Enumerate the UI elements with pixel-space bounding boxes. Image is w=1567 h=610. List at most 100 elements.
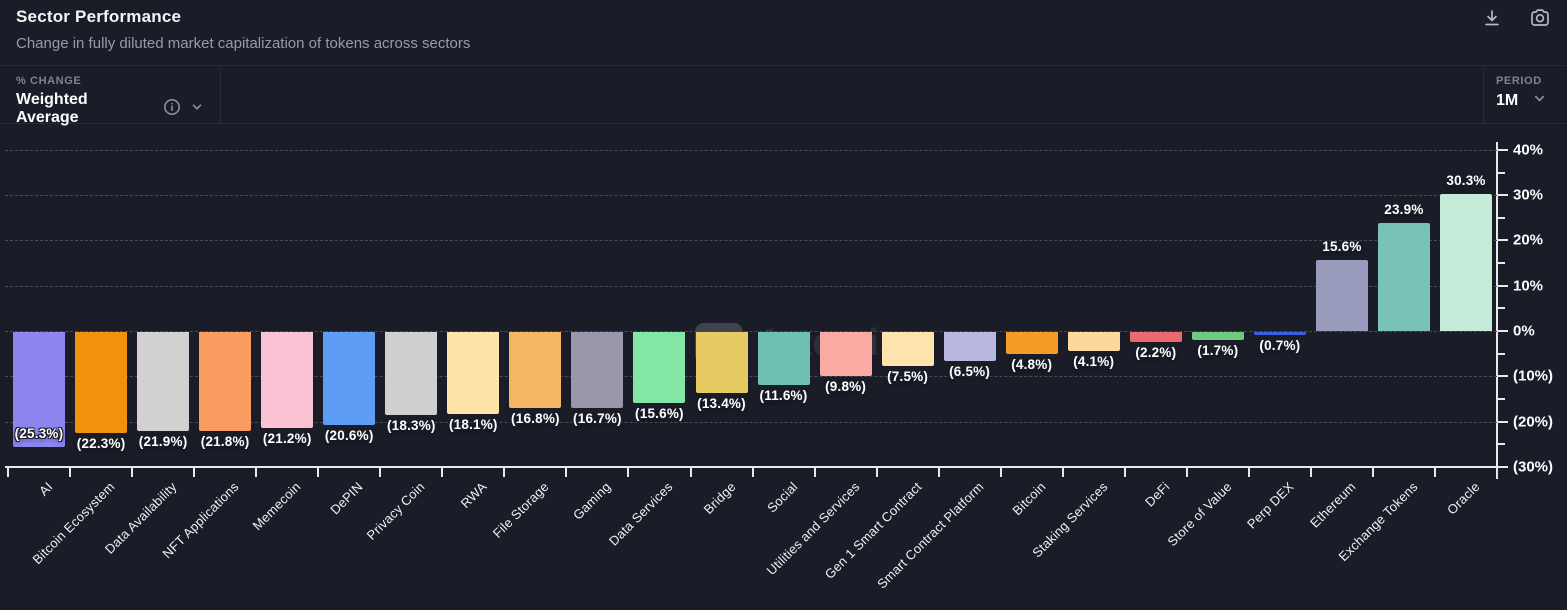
chevron-down-icon [190, 100, 204, 119]
bar-staking-services[interactable] [1067, 332, 1120, 351]
bar-bitcoin-ecosystem[interactable] [75, 332, 128, 433]
x-axis-tick [255, 468, 258, 477]
y-axis-minor-tick [1498, 171, 1505, 174]
bar-social[interactable] [757, 332, 810, 385]
y-axis-minor-tick [1498, 216, 1505, 219]
x-axis-label: RWA [457, 479, 490, 511]
x-axis-label: Privacy Coin [363, 479, 428, 543]
y-axis-tick-label: 30% [1513, 186, 1544, 204]
bar-value-label: (2.2%) [1135, 345, 1177, 360]
metric-dropdown-label: % CHANGE [16, 75, 82, 87]
gridline [5, 240, 1497, 242]
bar-privacy-coin[interactable] [385, 332, 438, 415]
bar-utilities-and-services[interactable] [819, 332, 872, 377]
header-actions [1479, 6, 1553, 32]
bar-store-of-value[interactable] [1191, 332, 1244, 340]
bar-value-label: (18.1%) [448, 417, 498, 432]
page-subtitle: Change in fully diluted market capitaliz… [16, 35, 471, 52]
y-axis-tick-label: 20% [1513, 231, 1544, 249]
x-axis-tick [1496, 468, 1498, 477]
y-axis-minor-tick [1498, 352, 1505, 355]
bar-gaming[interactable] [571, 332, 624, 408]
bar-chart: Artemis 40%30%20%10%0%(10%)(20%)(30%)(25… [0, 124, 1567, 610]
y-axis-tick-label: 40% [1513, 141, 1544, 159]
bar-defi[interactable] [1129, 332, 1182, 342]
y-axis-minor-tick [1498, 443, 1505, 446]
bar-bitcoin[interactable] [1005, 332, 1058, 354]
x-axis-label: Smart Contract Platform [873, 479, 987, 592]
bar-value-label: (4.8%) [1011, 356, 1053, 372]
y-axis-line [1496, 142, 1498, 479]
x-axis-label: Data Services [606, 479, 676, 549]
x-axis-tick [1247, 468, 1250, 477]
x-axis-tick [813, 468, 816, 477]
gridline [5, 285, 1497, 287]
y-axis-tick [1498, 239, 1508, 242]
x-axis-tick [69, 468, 71, 477]
bar-smart-contract-platform[interactable] [943, 332, 996, 362]
camera-icon [1529, 7, 1551, 32]
panel-header: Sector Performance Change in fully dilut… [0, 0, 1567, 66]
y-axis-minor-tick [1498, 397, 1505, 400]
metric-dropdown[interactable]: % CHANGE Weighted Average [0, 66, 221, 126]
bar-bridge[interactable] [695, 332, 748, 393]
x-axis-tick [131, 468, 134, 477]
y-axis-tick-label: (20%) [1513, 413, 1554, 431]
x-axis-tick [441, 468, 444, 477]
bar-depin[interactable] [323, 332, 376, 426]
y-axis-tick-label: (30%) [1513, 458, 1554, 476]
bar-rwa[interactable] [447, 332, 500, 414]
x-axis-tick [1309, 468, 1312, 477]
screenshot-button[interactable] [1527, 6, 1553, 32]
gridline [5, 331, 1497, 332]
y-axis-tick [1498, 194, 1508, 197]
y-axis-minor-tick [1498, 262, 1505, 265]
bar-gen-1-smart-contract[interactable] [881, 332, 934, 366]
y-axis-tick [1498, 148, 1508, 151]
bar-data-services[interactable] [633, 332, 686, 403]
bar-value-label: (21.9%) [138, 434, 188, 450]
bar-value-label: (22.3%) [76, 436, 126, 451]
x-axis-tick [7, 468, 9, 477]
x-axis-tick [999, 468, 1002, 477]
period-dropdown-value: 1M [1496, 92, 1519, 109]
chart-controls-row: % CHANGE Weighted Average PERIOD 1M [0, 66, 1567, 126]
bar-value-label: (16.7%) [573, 410, 622, 426]
y-axis-tick-label: 0% [1513, 322, 1535, 340]
bar-value-label: (21.8%) [200, 433, 250, 449]
x-axis-tick [689, 468, 692, 477]
info-icon[interactable] [163, 98, 181, 121]
bar-value-label: (21.2%) [262, 431, 312, 446]
bar-oracle[interactable] [1440, 193, 1492, 331]
bar-exchange-tokens[interactable] [1377, 222, 1430, 331]
x-axis-tick [1371, 468, 1374, 477]
bar-value-label: 23.9% [1384, 201, 1424, 217]
gridline [5, 421, 1497, 423]
bar-value-label: (15.6%) [635, 405, 684, 421]
x-axis-label: DePIN [327, 479, 366, 518]
bar-data-availability[interactable] [137, 332, 190, 432]
bar-nft-applications[interactable] [199, 332, 252, 431]
y-axis-tick [1498, 330, 1508, 332]
bar-value-label: (6.5%) [949, 364, 991, 380]
gridline [5, 376, 1497, 378]
bar-value-label: (1.7%) [1197, 342, 1239, 358]
bar-memecoin[interactable] [261, 332, 314, 428]
bar-ethereum[interactable] [1315, 260, 1368, 331]
download-button[interactable] [1479, 6, 1505, 32]
chevron-down-icon [1532, 91, 1547, 111]
period-dropdown[interactable]: PERIOD 1M [1483, 66, 1567, 123]
x-axis-label: Ethereum [1306, 479, 1359, 531]
x-axis-tick [1434, 468, 1436, 477]
y-axis-minor-tick [1498, 307, 1505, 310]
bar-value-label: (7.5%) [887, 369, 929, 384]
x-axis-tick [937, 468, 940, 477]
bar-value-label: (0.7%) [1259, 338, 1301, 354]
x-axis-tick [317, 468, 320, 477]
bar-file-storage[interactable] [509, 332, 562, 409]
bar-perp-dex[interactable] [1253, 332, 1306, 336]
bar-ai[interactable] [13, 332, 65, 447]
x-axis-label: Gaming [570, 479, 614, 523]
bar-value-label: (11.6%) [759, 387, 808, 403]
page-title: Sector Performance [16, 7, 182, 26]
